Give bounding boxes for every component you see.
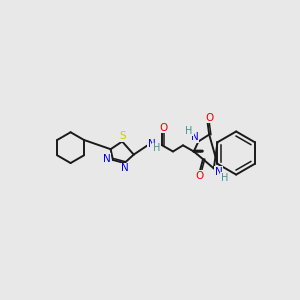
Text: H: H [185,126,193,136]
Text: O: O [195,171,203,181]
Text: N: N [214,167,222,177]
Text: N: N [191,132,198,142]
Text: O: O [205,112,213,123]
Text: H: H [221,173,228,183]
Text: N: N [103,154,111,164]
Text: S: S [120,131,126,141]
Text: O: O [160,123,168,133]
Text: N: N [122,164,129,173]
Text: H: H [153,143,160,153]
Text: N: N [148,139,155,149]
